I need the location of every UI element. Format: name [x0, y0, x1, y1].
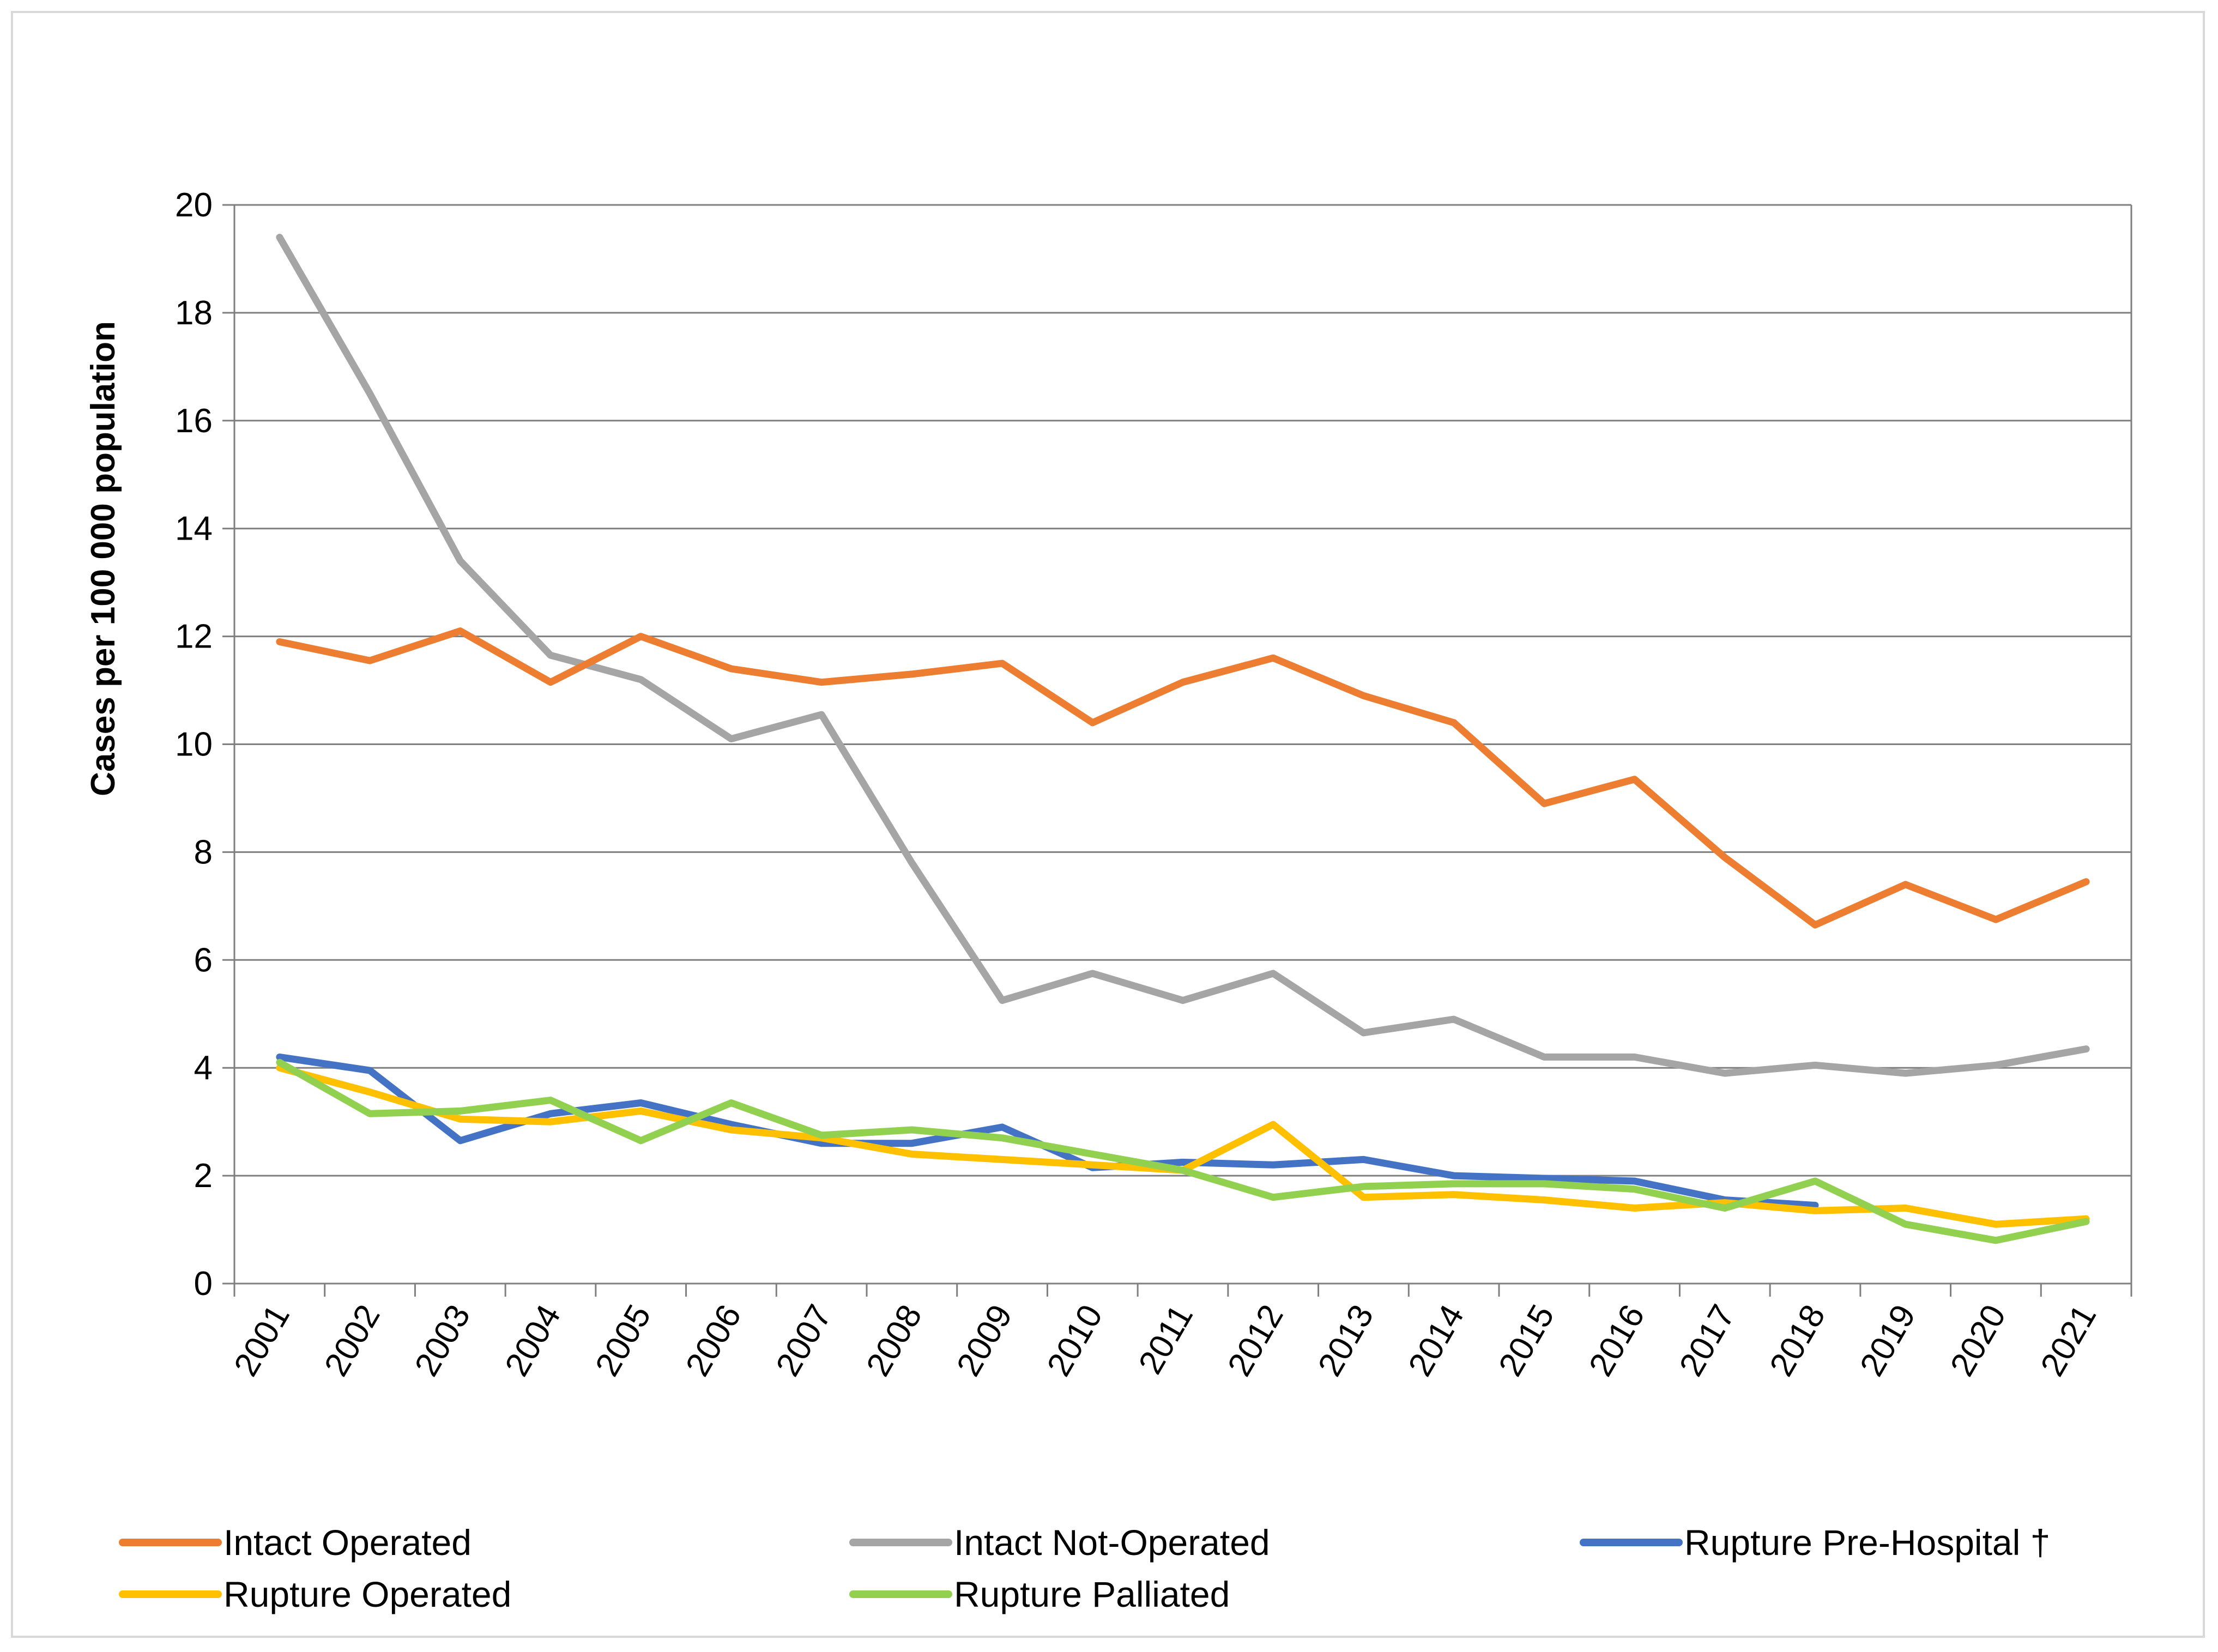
x-tick-label: 2021 — [2034, 1299, 2104, 1383]
x-tick-label: 2010 — [1040, 1299, 1110, 1383]
series-line-rupture-operated — [276, 1064, 2090, 1228]
x-tick-label: 2014 — [1401, 1299, 1472, 1383]
x-tick-label: 2002 — [317, 1299, 388, 1383]
x-tick-label: 2020 — [1943, 1299, 2014, 1383]
y-tick-label: 6 — [194, 941, 213, 979]
series-lines — [276, 233, 2090, 1244]
x-tick-label: 2013 — [1311, 1299, 1381, 1383]
legend-label: Intact Operated — [223, 1522, 472, 1563]
legend: Intact Operated Intact Not-Operated Ruptur… — [119, 1522, 2050, 1614]
x-tick-label: 2008 — [859, 1299, 929, 1383]
x-tick-label: 2019 — [1853, 1299, 1923, 1383]
y-tick-label: 18 — [175, 294, 213, 332]
series-line-intact-not-operated — [276, 233, 2090, 1077]
axes — [222, 204, 2132, 1297]
legend-label: Rupture Palliated — [954, 1574, 1230, 1614]
x-tick-label: 2018 — [1762, 1299, 1833, 1383]
y-tick-label: 10 — [175, 726, 213, 764]
grid-lines — [234, 204, 2131, 1177]
x-tick-label: 2011 — [1132, 1299, 1200, 1381]
y-tick-label: 14 — [175, 510, 213, 548]
y-axis-label: Cases per 100 000 population — [84, 321, 122, 796]
legend-label: Rupture Operated — [223, 1574, 511, 1614]
x-tick-labels: 2001 2002 2003 2004 2005 2006 2007 2008 2009 2010… — [227, 1299, 2104, 1383]
y-tick-label: 16 — [175, 402, 213, 440]
legend-label: Rupture Pre-Hospital † — [1684, 1522, 2050, 1563]
series-line-intact-operated — [276, 627, 2090, 929]
x-tick-label: 2016 — [1582, 1299, 1652, 1383]
x-tick-label: 2009 — [950, 1299, 1020, 1383]
y-tick-labels: 0 2 4 6 8 10 12 14 16 18 20 — [175, 186, 213, 1303]
y-tick-label: 20 — [175, 186, 213, 224]
x-tick-label: 2001 — [227, 1299, 297, 1383]
x-tick-label: 2007 — [769, 1299, 839, 1383]
x-tick-label: 2003 — [408, 1299, 478, 1383]
y-tick-label: 0 — [194, 1265, 213, 1303]
y-tick-label: 8 — [194, 833, 213, 871]
x-tick-label: 2015 — [1491, 1299, 1562, 1383]
x-tick-label: 2012 — [1220, 1299, 1291, 1383]
y-tick-label: 12 — [175, 618, 213, 656]
y-tick-label: 2 — [194, 1157, 213, 1195]
x-tick-label: 2017 — [1672, 1299, 1743, 1383]
legend-label: Intact Not-Operated — [954, 1522, 1270, 1563]
x-tick-label: 2005 — [588, 1299, 658, 1383]
x-tick-label: 2004 — [498, 1299, 568, 1383]
x-tick-label: 2006 — [679, 1299, 749, 1383]
chart-frame — [11, 11, 2205, 1638]
y-tick-label: 4 — [194, 1049, 213, 1087]
series-line-rupture-palliated — [276, 1058, 2090, 1244]
